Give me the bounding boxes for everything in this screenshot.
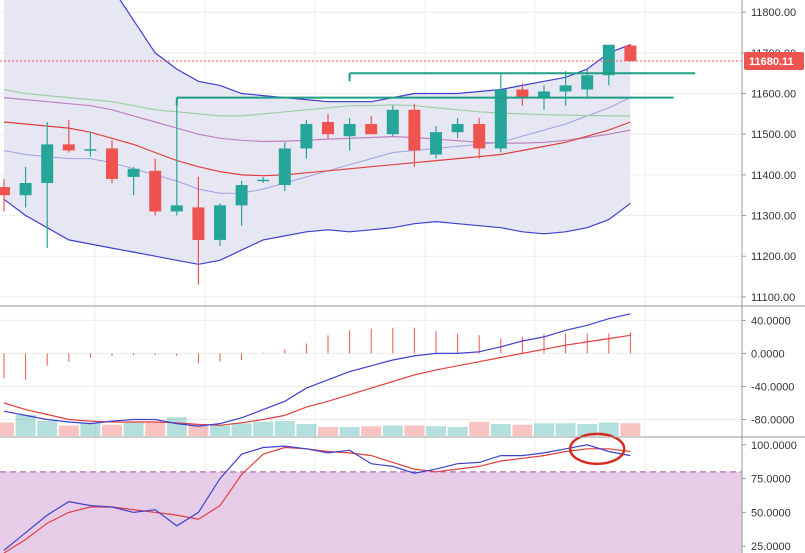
volume-bar <box>426 426 446 436</box>
candle-body <box>365 124 378 135</box>
candle-body <box>386 109 399 135</box>
price-panel[interactable] <box>0 0 742 285</box>
moving-average-slow-line <box>3 88 631 117</box>
price-tick-label: 11600.00 <box>751 89 796 101</box>
candle-body <box>19 183 32 196</box>
price-tick-label: 11200.00 <box>751 251 796 263</box>
candle-body <box>106 148 118 179</box>
candle-body <box>41 144 54 183</box>
candle-body <box>343 124 356 137</box>
macd-signal-line <box>3 334 631 426</box>
volume-bar <box>296 424 317 436</box>
price-tick-label: 11500.00 <box>751 129 796 141</box>
candle-body <box>516 89 529 98</box>
candle-body <box>624 45 637 61</box>
highlight-ellipse <box>568 432 626 466</box>
volume-bar <box>318 427 338 436</box>
volume-bar <box>188 424 209 436</box>
volume-bar <box>102 424 122 436</box>
candle-body <box>214 205 226 240</box>
candle-body <box>192 207 205 240</box>
volume-bar <box>534 423 554 436</box>
volume-bar <box>339 427 360 436</box>
candle-body <box>149 170 162 212</box>
candle-body <box>322 122 334 135</box>
moving-average-mid-line <box>3 97 631 144</box>
candle-body <box>127 168 140 177</box>
price-tick-label: 11400.00 <box>751 170 796 182</box>
macd-tick-label: -80.0000 <box>751 414 794 426</box>
price-tick-label: 11800.00 <box>751 7 796 19</box>
volume-bar <box>37 421 58 436</box>
candle-body <box>84 149 97 151</box>
bollinger-upper-line <box>119 0 631 103</box>
volume-bar <box>512 424 533 436</box>
candle-body <box>451 124 464 133</box>
stochastic-k-line <box>3 444 631 551</box>
stochastic-tick-label: 50.0000 <box>751 507 791 519</box>
macd-panel[interactable] <box>0 313 641 436</box>
current-price-tag: 11680.11 <box>744 51 804 70</box>
volume-bar <box>210 425 230 436</box>
volume-bar <box>274 421 295 436</box>
stochastic-tick-label: 100.0000 <box>751 440 797 452</box>
volume-bar <box>15 415 36 436</box>
current-price-label: 11680.11 <box>749 56 794 68</box>
candle-body <box>430 132 442 155</box>
volume-bar <box>145 422 166 436</box>
volume-bar <box>253 421 274 436</box>
volume-bar <box>231 423 252 436</box>
candle-body <box>0 187 10 196</box>
volume-bar <box>80 422 101 436</box>
stochastic-panel[interactable] <box>0 432 742 553</box>
candle-body <box>300 124 313 149</box>
moving-average-fast-line <box>3 121 631 177</box>
candle-body <box>538 91 550 98</box>
candle-body <box>473 124 486 149</box>
volume-bar <box>620 423 641 436</box>
volume-bar <box>123 422 144 436</box>
candle-body <box>235 185 248 206</box>
macd-tick-label: -40.0000 <box>751 381 794 393</box>
volume-bar <box>598 422 619 436</box>
candle-body <box>257 179 270 182</box>
candle-body <box>559 85 572 92</box>
current-price-tag-background <box>744 51 804 70</box>
candle-body <box>602 44 615 76</box>
candle-body <box>170 205 183 212</box>
volume-bar <box>555 423 576 436</box>
candle-body <box>278 148 291 186</box>
volume-bar <box>447 427 468 436</box>
volume-bar <box>490 424 511 436</box>
stochastic-tick-label: 75.0000 <box>751 474 791 486</box>
macd-tick-label: 40.0000 <box>751 315 791 327</box>
candle-body <box>581 75 594 90</box>
macd-line <box>3 313 631 427</box>
candle-body <box>408 109 421 151</box>
stochastic-zone <box>0 471 742 553</box>
macd-tick-label: 0.0000 <box>751 348 785 360</box>
bollinger-lower-line <box>3 198 631 265</box>
volume-bar <box>58 425 79 436</box>
volume-bar <box>361 426 382 436</box>
volume-bar <box>469 421 490 436</box>
volume-bar <box>166 417 187 436</box>
stochastic-tick-label: 25.0000 <box>751 541 791 553</box>
volume-bar <box>404 425 425 436</box>
price-tick-label: 11300.00 <box>751 211 796 223</box>
volume-bar <box>382 425 403 436</box>
price-tick-label: 11100.00 <box>751 292 795 304</box>
candle-body <box>494 89 507 149</box>
volume-bar <box>0 422 14 436</box>
candle-body <box>62 144 75 151</box>
